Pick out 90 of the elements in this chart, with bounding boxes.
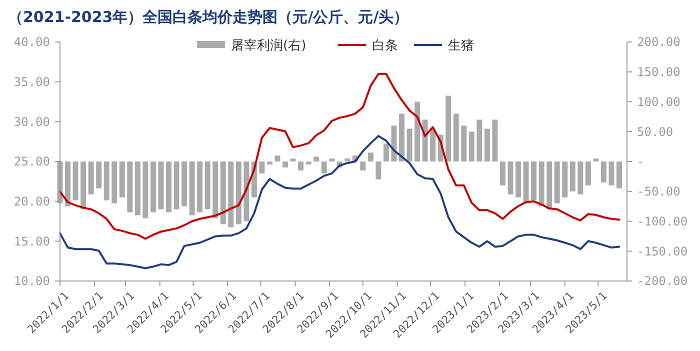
y2-tick-label: 200.00 (637, 35, 680, 50)
y2-tick-label: 150.00 (637, 65, 680, 80)
y2-tick-label: 50.00 (637, 124, 674, 139)
bar (134, 162, 140, 216)
y2-tick-label: -150.00 (637, 244, 688, 258)
legend-label: 白条 (372, 38, 398, 54)
bar (72, 162, 78, 200)
bar (492, 120, 498, 162)
bar (220, 162, 226, 224)
y-tick-label: 25.00 (14, 154, 50, 169)
y-tick-label: 15.00 (14, 234, 50, 248)
bar (600, 162, 606, 182)
bar (174, 162, 180, 210)
bar (406, 128, 412, 162)
bar (80, 162, 86, 210)
bar (204, 162, 210, 210)
bar (282, 162, 288, 168)
bar (538, 162, 544, 206)
bar (104, 162, 110, 200)
bar (516, 162, 522, 198)
y-tick-label: 40.00 (14, 35, 50, 50)
bar (212, 162, 218, 218)
bar (570, 162, 576, 192)
bar (197, 162, 203, 212)
bar (414, 102, 420, 162)
bar (422, 120, 428, 162)
bar (616, 162, 622, 188)
bar (244, 162, 250, 222)
bar (383, 144, 389, 162)
bar (321, 162, 327, 174)
bar (150, 162, 156, 212)
bar (376, 162, 382, 180)
bar (476, 120, 482, 162)
bar (585, 162, 591, 186)
bar (65, 162, 71, 206)
bar (578, 162, 584, 194)
bar (112, 162, 118, 204)
bar (228, 162, 234, 228)
y-tick-label: 20.00 (14, 194, 50, 209)
bar (554, 162, 560, 204)
bar (266, 162, 272, 164)
bar (453, 114, 459, 162)
bar (96, 162, 102, 188)
bar (531, 162, 537, 200)
bar (508, 162, 514, 194)
y-tick-label: 10.00 (14, 274, 50, 288)
bar (182, 162, 188, 206)
bar (446, 96, 452, 162)
bar (127, 162, 133, 212)
bar (189, 162, 195, 216)
bar (391, 126, 397, 162)
bar (119, 162, 125, 198)
line-series (59, 72, 620, 240)
bar (500, 162, 506, 186)
bar (368, 152, 374, 162)
bar (306, 162, 312, 164)
y2-tick-label: - (637, 154, 644, 169)
y-tick-label: 35.00 (14, 75, 50, 90)
bar (274, 156, 280, 162)
y2-tick-label: -200.00 (637, 274, 688, 288)
bar (329, 158, 335, 162)
bar (523, 162, 529, 204)
bar (88, 162, 94, 194)
bar (344, 158, 350, 162)
bar (608, 162, 614, 186)
y-tick-label: 30.00 (14, 114, 50, 129)
bar (562, 162, 568, 198)
bar (142, 162, 148, 218)
bar (236, 162, 242, 224)
bar (314, 156, 320, 162)
bar (484, 128, 490, 162)
bar (461, 126, 467, 162)
bar (158, 162, 164, 210)
legend-label: 生猪 (448, 38, 474, 54)
bar (546, 162, 552, 210)
line-series (59, 135, 620, 270)
y2-tick-label: -100.00 (637, 214, 688, 228)
bar (399, 114, 405, 162)
legend-label: 屠宰利润(右) (231, 38, 306, 54)
bar (468, 132, 474, 162)
bar (593, 158, 599, 162)
bar (259, 162, 265, 174)
y2-tick-label: -50.00 (637, 184, 680, 199)
bar (290, 158, 296, 162)
bar (430, 128, 436, 162)
bar (298, 162, 304, 170)
bar (360, 162, 366, 170)
bar (166, 162, 172, 212)
y2-tick-label: 100.00 (637, 94, 680, 109)
chart-title: （2021-2023年）全国白条均价走势图（元/公斤、元/头） (8, 8, 409, 26)
